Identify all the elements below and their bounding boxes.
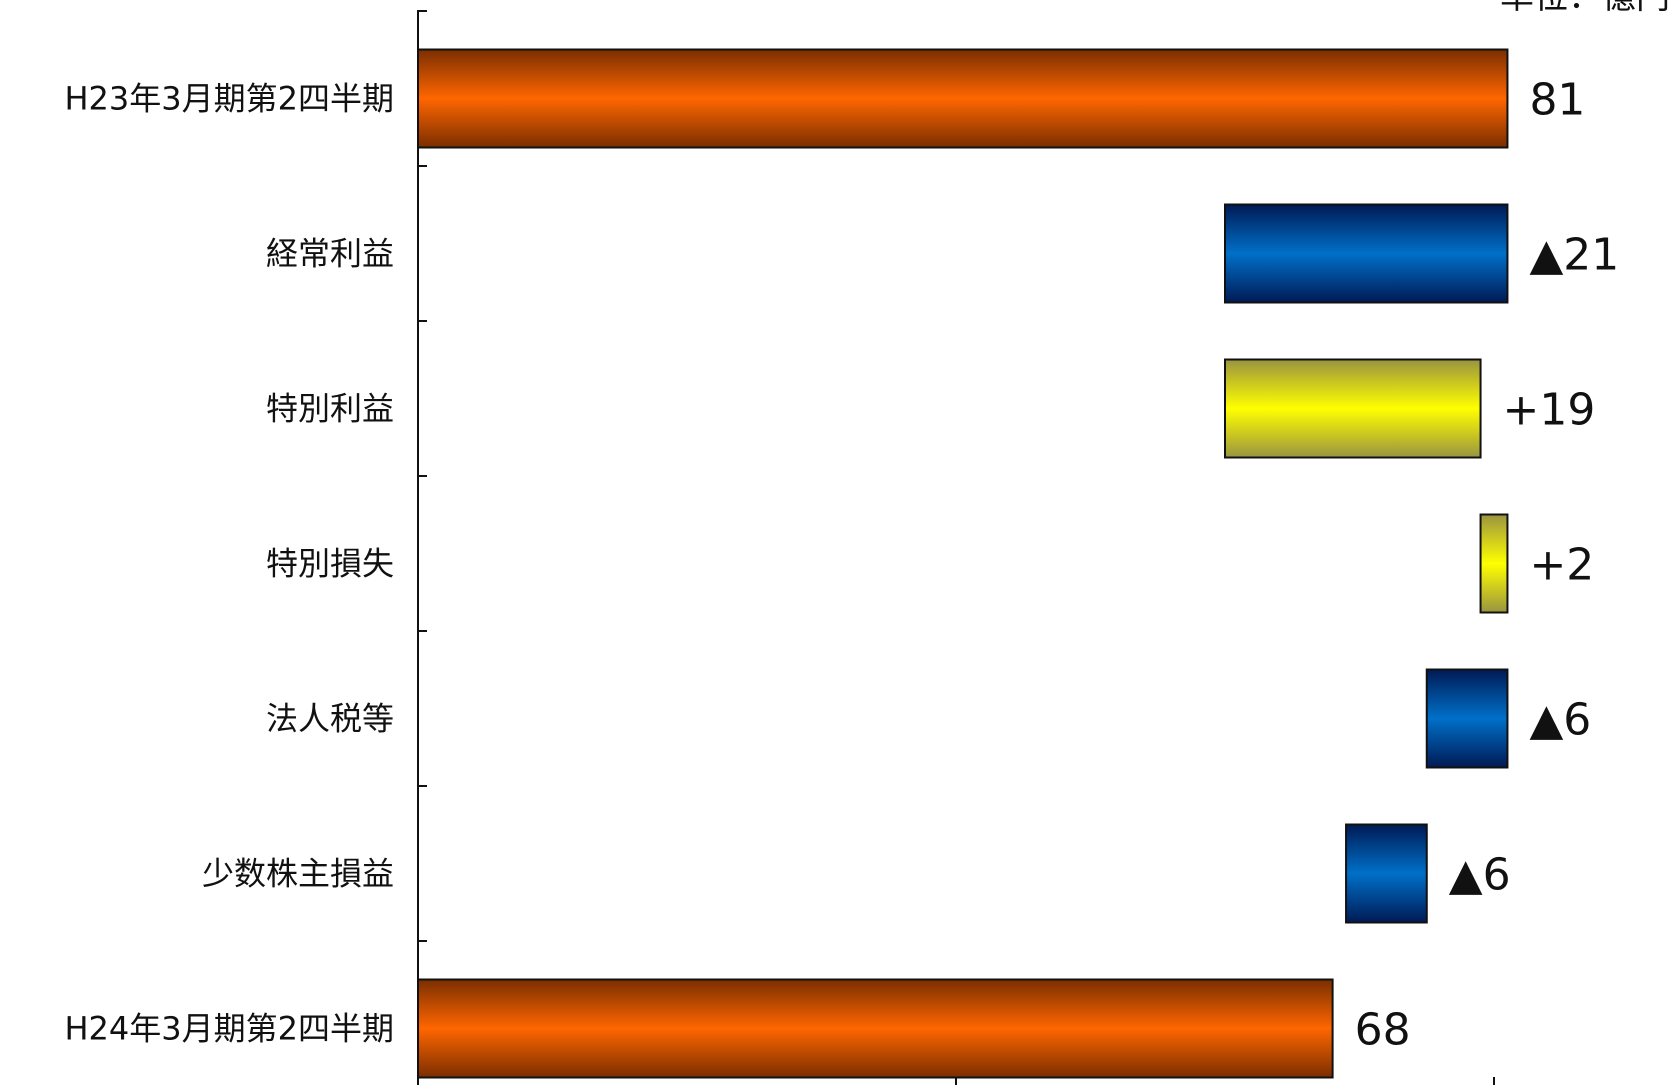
axis-layer — [417, 10, 1495, 1085]
category-label: 特別利益 — [266, 390, 394, 428]
data-label: 81 — [1529, 75, 1585, 126]
bar-decrease — [1345, 823, 1428, 924]
unit-label: 単位：億円 — [1500, 0, 1670, 17]
bar-decrease — [1224, 203, 1509, 304]
category-label: 少数株主損益 — [202, 855, 394, 893]
labels-layer: 単位：億円 H23年3月期第2四半期 81 経常利益 ▲21 特別利益 +19 特別損失 +2 法… — [64, 0, 1670, 1056]
bar-increase — [1224, 358, 1482, 459]
data-label: ▲6 — [1449, 850, 1511, 901]
category-label: 特別損失 — [266, 545, 394, 583]
bar-total — [417, 48, 1509, 149]
data-label: ▲6 — [1529, 695, 1591, 746]
category-label: 法人税等 — [266, 700, 394, 738]
data-label: +19 — [1503, 385, 1596, 436]
data-label: 68 — [1355, 1005, 1411, 1056]
data-label: ▲21 — [1529, 230, 1619, 281]
bars-layer — [417, 48, 1509, 1079]
category-label: 経常利益 — [266, 235, 394, 273]
category-label: H23年3月期第2四半期 — [64, 80, 394, 118]
bar-increase — [1479, 513, 1509, 614]
category-label: H24年3月期第2四半期 — [64, 1010, 394, 1048]
data-label: +2 — [1529, 540, 1594, 591]
bar-decrease — [1425, 668, 1509, 769]
bar-total — [417, 978, 1334, 1079]
